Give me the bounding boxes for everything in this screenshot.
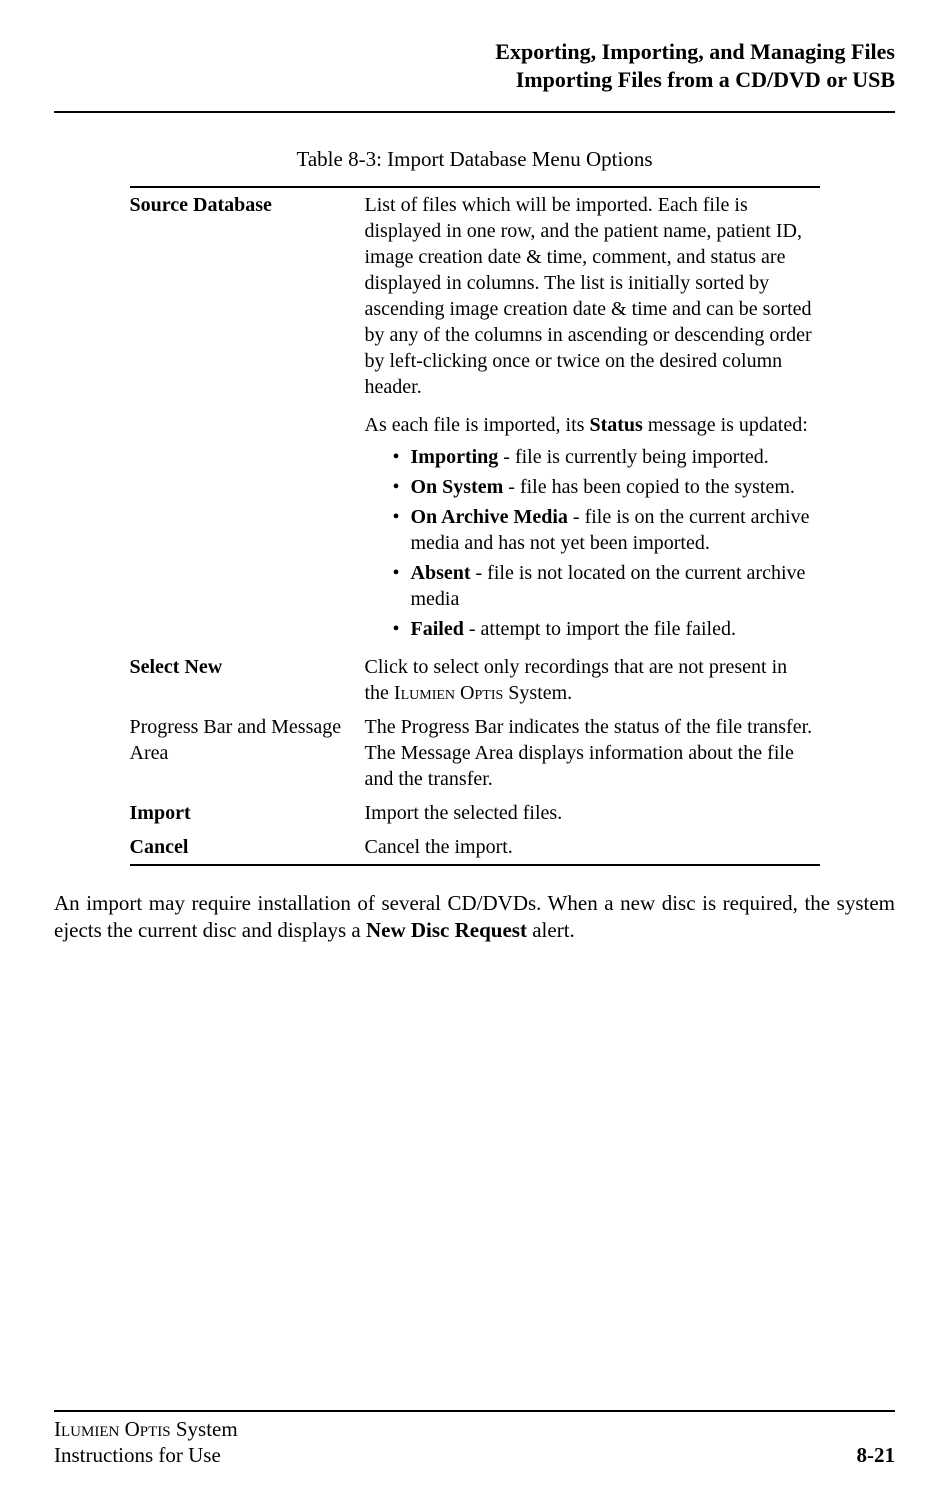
table-row: Source Database List of files which will… bbox=[130, 187, 820, 650]
page: Exporting, Importing, and Managing Files… bbox=[0, 0, 945, 1508]
row-label-import: Import bbox=[130, 796, 365, 830]
footer-page-number: 8-21 bbox=[857, 1443, 896, 1468]
status-on-archive: On Archive Media - file is on the curren… bbox=[393, 504, 816, 556]
footer-sc1: lumien bbox=[61, 1417, 119, 1441]
menu-options-table: Source Database List of files which will… bbox=[130, 186, 820, 866]
footer-product: Ilumien Optis System bbox=[54, 1416, 238, 1442]
row-desc-source-database: List of files which will be imported. Ea… bbox=[365, 187, 820, 650]
after-table-paragraph: An import may require installation of se… bbox=[54, 890, 895, 945]
status-label: Absent bbox=[411, 562, 471, 584]
row-label-progress: Progress Bar and Message Area bbox=[130, 710, 365, 796]
status-label: On Archive Media bbox=[411, 506, 568, 528]
status-intro: As each file is imported, its Status mes… bbox=[365, 412, 816, 438]
status-text: - file is currently being imported. bbox=[498, 446, 768, 468]
table-row: Progress Bar and Message Area The Progre… bbox=[130, 710, 820, 796]
after-table-post: alert. bbox=[527, 918, 575, 942]
spacer bbox=[365, 400, 816, 412]
status-importing: Importing - file is currently being impo… bbox=[393, 444, 816, 470]
footer-left: Ilumien Optis System Instructions for Us… bbox=[54, 1416, 238, 1469]
status-intro-post: message is updated: bbox=[643, 414, 808, 436]
footer-post: System bbox=[171, 1417, 238, 1441]
page-footer: Ilumien Optis System Instructions for Us… bbox=[54, 1410, 895, 1469]
page-header: Exporting, Importing, and Managing Files… bbox=[54, 38, 895, 93]
row-label-cancel: Cancel bbox=[130, 830, 365, 865]
source-database-desc: List of files which will be imported. Ea… bbox=[365, 192, 816, 400]
status-text: - file has been copied to the system. bbox=[503, 476, 795, 498]
select-new-mid: O bbox=[455, 682, 474, 704]
status-absent: Absent - file is not located on the curr… bbox=[393, 560, 816, 612]
status-label: Failed bbox=[411, 618, 464, 640]
header-rule bbox=[54, 111, 895, 113]
status-label: Importing bbox=[411, 446, 499, 468]
status-text: - attempt to import the file failed. bbox=[464, 618, 736, 640]
after-table-bold: New Disc Request bbox=[366, 918, 527, 942]
row-desc-progress: The Progress Bar indicates the status of… bbox=[365, 710, 820, 796]
table-row: Cancel Cancel the import. bbox=[130, 830, 820, 865]
status-list: Importing - file is currently being impo… bbox=[365, 444, 816, 642]
row-label-select-new: Select New bbox=[130, 650, 365, 710]
footer-doc-title: Instructions for Use bbox=[54, 1442, 238, 1468]
row-desc-cancel: Cancel the import. bbox=[365, 830, 820, 865]
row-desc-import: Import the selected files. bbox=[365, 796, 820, 830]
table-caption: Table 8-3: Import Database Menu Options bbox=[54, 147, 895, 172]
status-word: Status bbox=[589, 414, 642, 436]
footer-pre: I bbox=[54, 1417, 61, 1441]
status-text: - file is not located on the current arc… bbox=[411, 562, 806, 610]
status-intro-pre: As each file is imported, its bbox=[365, 414, 590, 436]
table-row: Select New Click to select only recordin… bbox=[130, 650, 820, 710]
status-on-system: On System - file has been copied to the … bbox=[393, 474, 816, 500]
status-failed: Failed - attempt to import the file fail… bbox=[393, 616, 816, 642]
table-row: Import Import the selected files. bbox=[130, 796, 820, 830]
footer-sc2: ptis bbox=[140, 1417, 171, 1441]
status-label: On System bbox=[411, 476, 504, 498]
select-new-sc1: lumien bbox=[401, 682, 455, 704]
row-desc-select-new: Click to select only recordings that are… bbox=[365, 650, 820, 710]
select-new-post: System. bbox=[503, 682, 572, 704]
footer-rule bbox=[54, 1410, 895, 1412]
header-chapter-title: Exporting, Importing, and Managing Files bbox=[54, 38, 895, 66]
footer-mid: O bbox=[119, 1417, 139, 1441]
header-section-title: Importing Files from a CD/DVD or USB bbox=[54, 66, 895, 94]
row-label-source-database: Source Database bbox=[130, 187, 365, 650]
select-new-sc2: ptis bbox=[474, 682, 503, 704]
footer-row: Ilumien Optis System Instructions for Us… bbox=[54, 1416, 895, 1469]
